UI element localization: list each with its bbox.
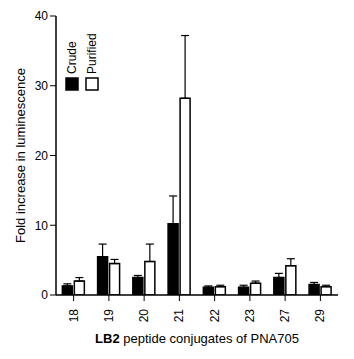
svg-text:Crude: Crude <box>65 41 79 74</box>
svg-text:18: 18 <box>67 309 81 323</box>
svg-text:40: 40 <box>35 9 49 23</box>
svg-text:30: 30 <box>35 79 49 93</box>
svg-text:20: 20 <box>35 149 49 163</box>
svg-text:23: 23 <box>243 309 257 323</box>
svg-text:29: 29 <box>313 309 327 323</box>
svg-text:10: 10 <box>35 219 49 233</box>
svg-text:27: 27 <box>278 309 292 323</box>
svg-text:21: 21 <box>172 309 186 323</box>
svg-text:LB2 peptide conjugates of PNA7: LB2 peptide conjugates of PNA705 <box>95 331 299 346</box>
svg-text:Purified: Purified <box>85 33 99 74</box>
svg-text:20: 20 <box>137 309 151 323</box>
svg-text:19: 19 <box>102 309 116 323</box>
svg-text:Fold increase in luminescence: Fold increase in luminescence <box>13 68 28 243</box>
svg-text:0: 0 <box>41 288 48 302</box>
svg-text:22: 22 <box>208 309 222 323</box>
